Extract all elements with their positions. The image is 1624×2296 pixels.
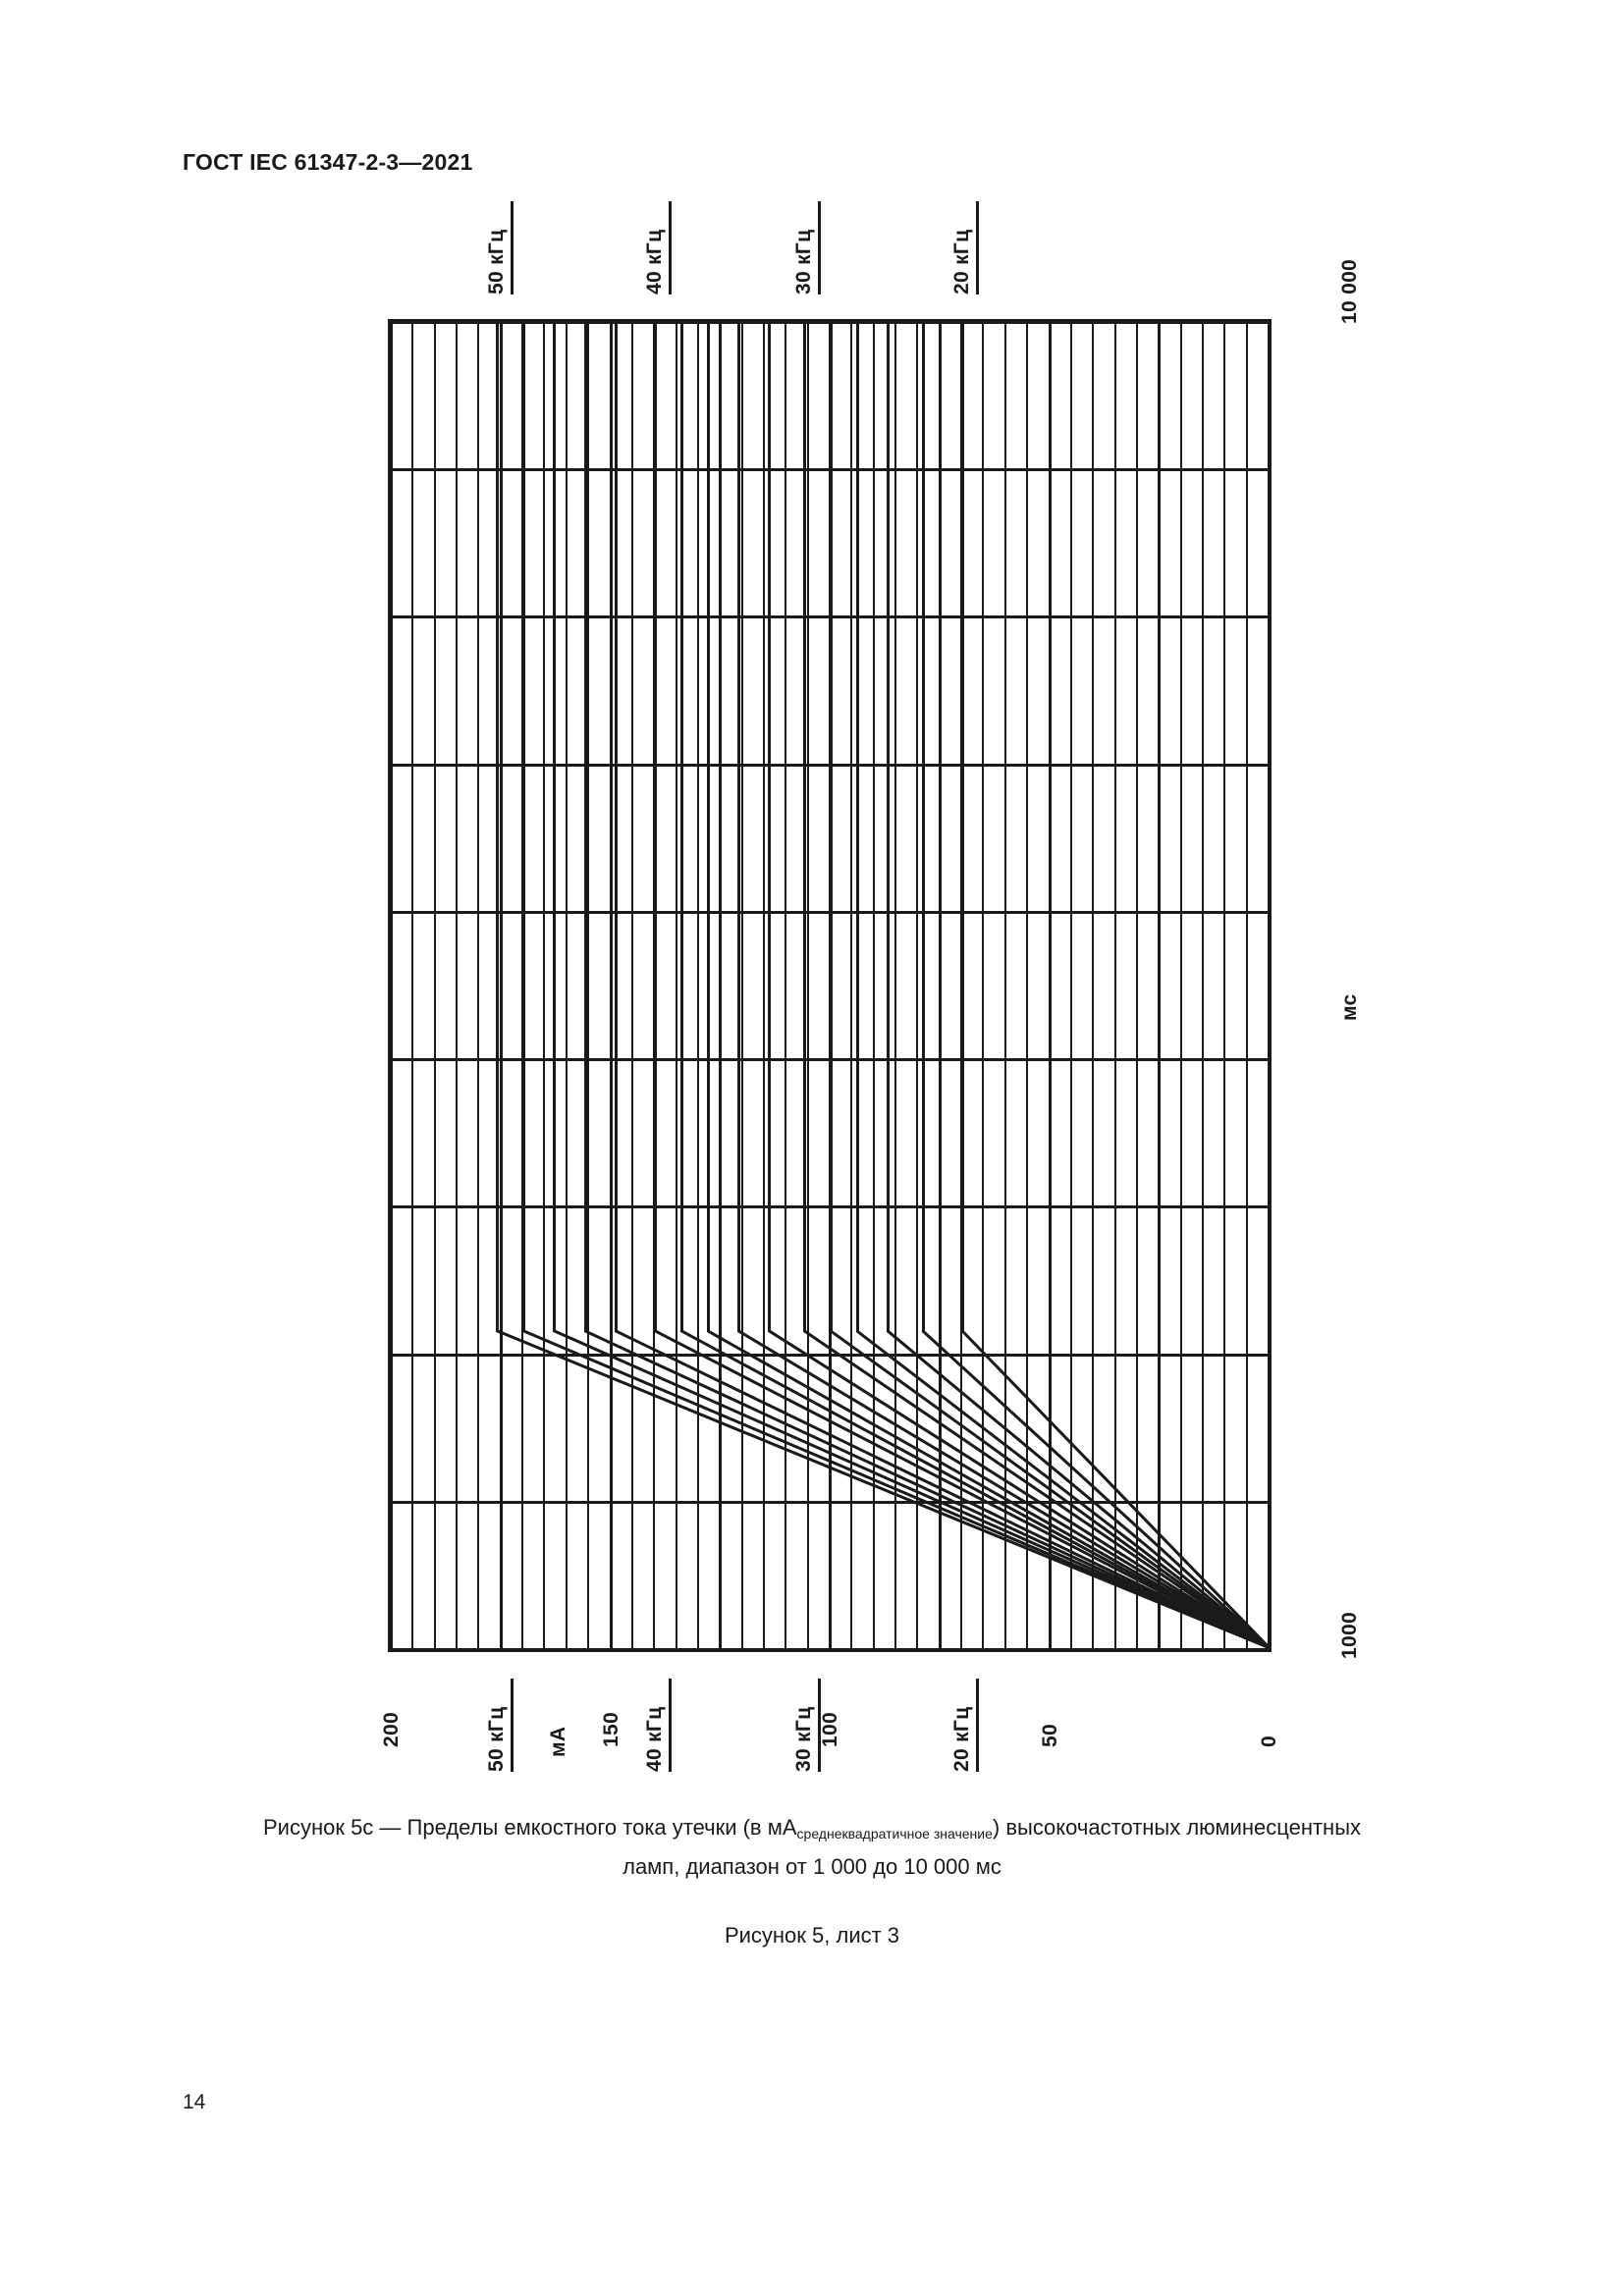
grid-line-current xyxy=(741,322,743,1649)
data-curve-segment xyxy=(887,322,890,1332)
grid-line-current xyxy=(1070,322,1072,1649)
freq-label-bottom-50кГц: 50 кГц xyxy=(485,1707,509,1772)
current-tick-50: 50 xyxy=(1039,1724,1062,1747)
grid-line-current xyxy=(477,322,479,1649)
caption-part-a: Рисунок 5с — Пределы емкостного тока уте… xyxy=(263,1815,797,1840)
data-curve-segment xyxy=(584,1329,1271,1649)
grid-line-current xyxy=(1114,322,1116,1649)
label-rule-top xyxy=(669,201,672,294)
label-rule xyxy=(976,1679,979,1772)
grid-line-current xyxy=(1223,322,1225,1649)
freq-label-top-50кГц: 50 кГц xyxy=(485,230,509,294)
data-curve-segment xyxy=(553,1329,1270,1649)
grid-line-current xyxy=(719,322,722,1649)
current-tick-150: 150 xyxy=(600,1712,623,1747)
current-tick-100: 100 xyxy=(819,1712,842,1747)
grid-line-current xyxy=(1180,322,1182,1649)
grid-line-current xyxy=(500,322,503,1649)
label-rule-top xyxy=(976,201,979,294)
chart-plot-area xyxy=(388,319,1272,1652)
grid-line-current xyxy=(434,322,436,1649)
grid-line-current xyxy=(1268,322,1271,1649)
label-rule-top xyxy=(818,201,821,294)
data-curve-segment xyxy=(856,322,859,1332)
grid-line-current xyxy=(763,322,765,1649)
freq-label-top-40кГц: 40 кГц xyxy=(643,230,667,294)
caption-subscript: среднеквадратичное значение xyxy=(797,1826,993,1842)
grid-line-current xyxy=(566,322,568,1649)
caption-part-b: ) высокочастотных люминесцентных xyxy=(993,1815,1361,1840)
grid-line-current xyxy=(543,322,545,1649)
grid-line-current xyxy=(697,322,699,1649)
data-curve-segment xyxy=(830,322,833,1332)
grid-line-current xyxy=(587,322,589,1649)
figure-sheet-label: Рисунок 5, лист 3 xyxy=(0,1919,1624,1952)
axis-tick-10000: 10 000 xyxy=(1338,259,1362,324)
data-curve-segment xyxy=(707,322,710,1332)
data-curve-segment xyxy=(803,322,806,1332)
grid-line-current xyxy=(610,322,613,1649)
label-rule-top xyxy=(511,201,514,294)
figure-5c: 50 кГц40 кГц30 кГц20 кГц 10 000 мс 1000 … xyxy=(0,0,1624,1728)
grid-line-time xyxy=(391,1501,1269,1504)
page-number: 14 xyxy=(183,2091,205,2114)
grid-line-current xyxy=(631,322,633,1649)
grid-line-current xyxy=(850,322,852,1649)
grid-line-time xyxy=(391,1648,1269,1651)
grid-line-current xyxy=(1158,322,1161,1649)
grid-line-current xyxy=(1004,322,1006,1649)
grid-line-time xyxy=(391,1354,1269,1357)
grid-line-current xyxy=(873,322,875,1649)
caption-line2: ламп, диапазон от 1 000 до 10 000 мс xyxy=(623,1854,1001,1879)
data-curve-segment xyxy=(654,322,657,1332)
grid-line-current xyxy=(411,322,413,1649)
document-page: ГОСТ IEC 61347-2-3—2021 50 кГц40 кГц30 к… xyxy=(0,0,1624,2296)
current-tick-0: 0 xyxy=(1258,1735,1281,1747)
grid-line-current xyxy=(1246,322,1248,1649)
data-curve-segment xyxy=(584,322,587,1332)
axis-label-ma: мА xyxy=(547,1727,570,1757)
figure-caption: Рисунок 5с — Пределы емкостного тока уте… xyxy=(0,1811,1624,1884)
grid-line-current xyxy=(390,322,393,1649)
data-curve-segment xyxy=(768,1329,1270,1649)
data-curve-segment xyxy=(707,1329,1271,1649)
data-curve-segment xyxy=(768,322,771,1332)
current-tick-200: 200 xyxy=(380,1712,404,1747)
data-curve-segment xyxy=(922,322,925,1332)
grid-line-current xyxy=(1092,322,1094,1649)
freq-label-top-20кГц: 20 кГц xyxy=(950,230,974,294)
data-curve-segment xyxy=(737,322,740,1332)
grid-line-current xyxy=(676,322,677,1649)
grid-line-current xyxy=(1136,322,1138,1649)
data-curve-segment xyxy=(522,322,525,1332)
data-curve-segment xyxy=(553,322,556,1332)
chart-grid-and-data xyxy=(391,322,1269,1649)
data-curve-segment xyxy=(615,322,618,1332)
label-rule xyxy=(669,1679,672,1772)
freq-label-bottom-20кГц: 20 кГц xyxy=(950,1707,974,1772)
grid-line-current xyxy=(1202,322,1204,1649)
freq-label-bottom-40кГц: 40 кГц xyxy=(643,1707,667,1772)
freq-label-bottom-30кГц: 30 кГц xyxy=(792,1707,816,1772)
data-curve-segment xyxy=(496,322,499,1332)
label-rule xyxy=(818,1679,821,1772)
freq-label-top-30кГц: 30 кГц xyxy=(792,230,816,294)
data-curve-segment xyxy=(680,322,683,1332)
grid-line-current xyxy=(894,322,896,1649)
data-curve-segment xyxy=(961,322,964,1332)
label-rule xyxy=(511,1679,514,1772)
axis-tick-1000: 1000 xyxy=(1338,1612,1362,1659)
grid-line-current xyxy=(456,322,458,1649)
axis-label-ms: мс xyxy=(1338,993,1362,1021)
